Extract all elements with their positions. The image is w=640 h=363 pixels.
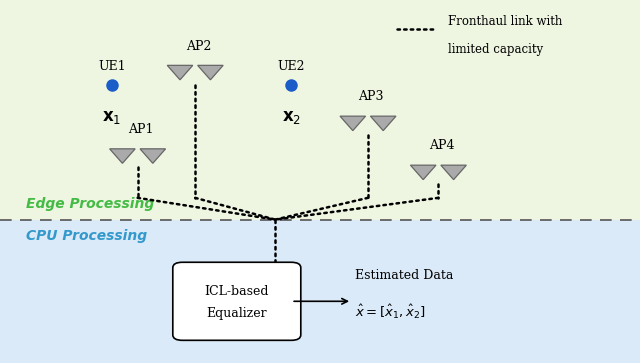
Polygon shape bbox=[371, 116, 396, 131]
Text: UE1: UE1 bbox=[98, 60, 126, 73]
Text: AP3: AP3 bbox=[358, 90, 384, 103]
Text: Equalizer: Equalizer bbox=[207, 307, 267, 320]
Text: $\mathbf{x}_{1}$: $\mathbf{x}_{1}$ bbox=[102, 109, 122, 126]
Polygon shape bbox=[410, 165, 436, 180]
Text: $\mathbf{x}_{2}$: $\mathbf{x}_{2}$ bbox=[282, 109, 301, 126]
Text: AP2: AP2 bbox=[186, 40, 211, 53]
Text: limited capacity: limited capacity bbox=[448, 42, 543, 56]
Polygon shape bbox=[198, 65, 223, 80]
Polygon shape bbox=[167, 65, 193, 80]
Text: CPU Processing: CPU Processing bbox=[26, 229, 147, 243]
Polygon shape bbox=[109, 149, 135, 163]
Text: Fronthaul link with: Fronthaul link with bbox=[448, 15, 563, 28]
Text: ICL-based: ICL-based bbox=[205, 285, 269, 298]
Polygon shape bbox=[140, 149, 166, 163]
Text: Edge Processing: Edge Processing bbox=[26, 196, 154, 211]
Polygon shape bbox=[340, 116, 365, 131]
Bar bbox=[0, 220, 640, 363]
Text: AP1: AP1 bbox=[128, 123, 154, 136]
Text: AP4: AP4 bbox=[429, 139, 454, 152]
Text: $\hat{x} = [\hat{x}_1, \hat{x}_2]$: $\hat{x} = [\hat{x}_1, \hat{x}_2]$ bbox=[355, 303, 426, 321]
Bar bbox=[0, 0, 640, 220]
Text: Estimated Data: Estimated Data bbox=[355, 269, 454, 282]
Text: UE2: UE2 bbox=[278, 60, 305, 73]
Polygon shape bbox=[441, 165, 467, 180]
FancyBboxPatch shape bbox=[173, 262, 301, 340]
